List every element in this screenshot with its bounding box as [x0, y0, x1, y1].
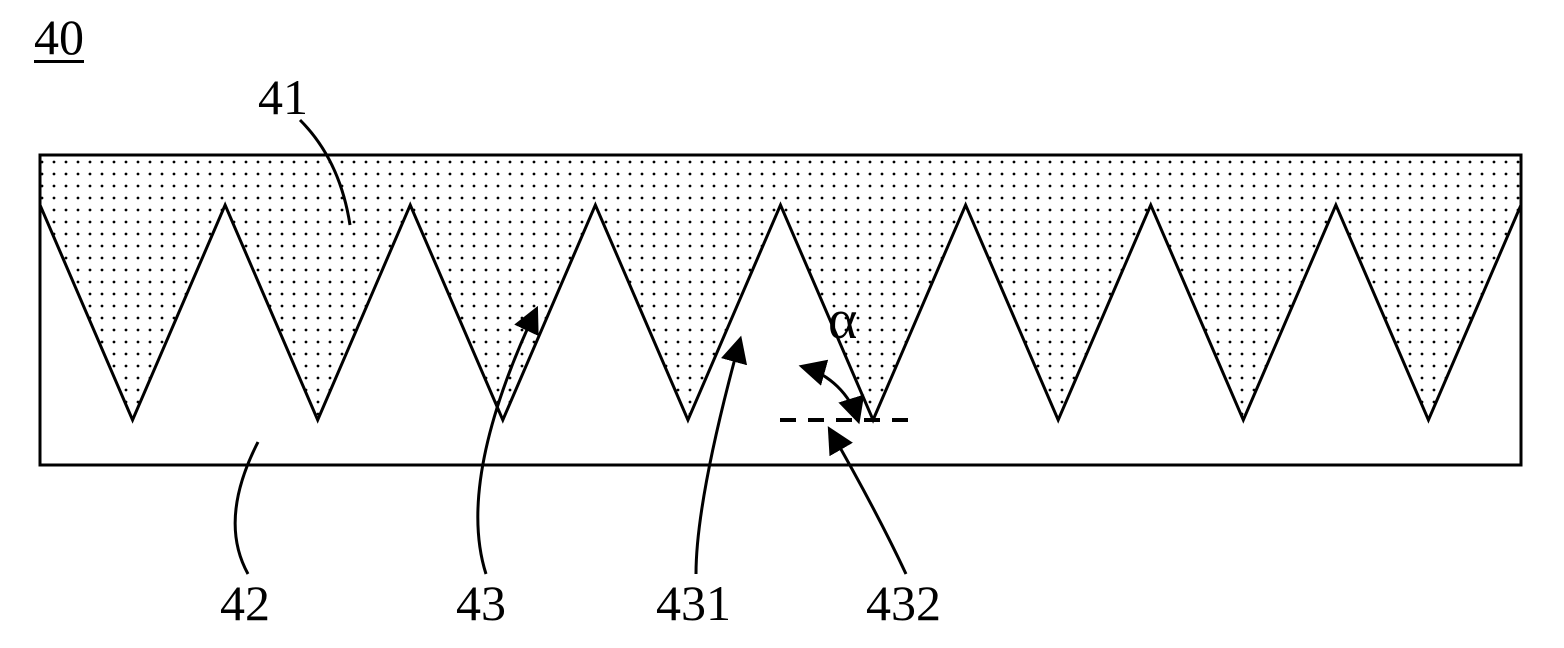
label-l41: 41	[258, 68, 308, 126]
label-figure_id: 40	[34, 8, 84, 66]
label-l43: 43	[456, 574, 506, 632]
angle-arc	[803, 367, 858, 420]
leader-l432	[830, 430, 906, 574]
figure-svg: α	[0, 0, 1564, 648]
label-l431: 431	[656, 574, 731, 632]
fill-layer-41	[40, 155, 1521, 420]
leader-l42	[235, 442, 258, 574]
label-l432: 432	[866, 574, 941, 632]
label-l42: 42	[220, 574, 270, 632]
angle-label-alpha: α	[828, 289, 857, 351]
